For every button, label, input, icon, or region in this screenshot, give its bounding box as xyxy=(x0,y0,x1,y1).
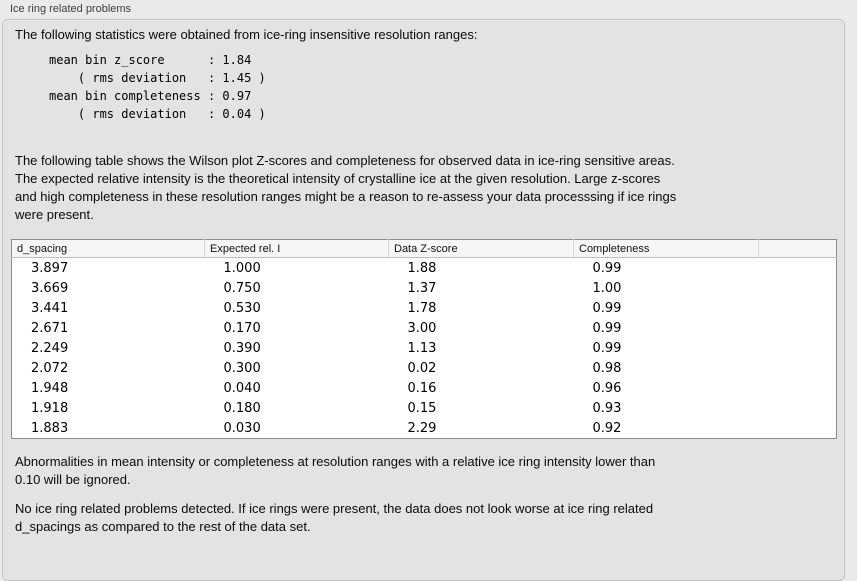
table-cell: 0.180 xyxy=(223,400,261,416)
table-cell xyxy=(759,258,837,279)
table-cell: 1.37 xyxy=(407,280,437,296)
table-cell: 0.040 xyxy=(223,380,261,396)
table-cell: 3.897 xyxy=(31,260,69,276)
table-row[interactable]: 3.669 0.750 1.37 1.00 xyxy=(12,278,837,298)
table-cell: 0.99 xyxy=(592,300,622,316)
table-row[interactable]: 3.897 1.000 1.88 0.99 xyxy=(12,258,837,279)
table-row[interactable]: 1.948 0.040 0.16 0.96 xyxy=(12,378,837,398)
ice-ring-table[interactable]: d_spacing Expected rel. I Data Z-score C… xyxy=(11,239,837,439)
table-body: 3.897 1.000 1.88 0.99 3.669 0.750 1.37 1.00 3.44… xyxy=(12,258,837,439)
column-header-completeness[interactable]: Completeness xyxy=(573,239,759,258)
table-header-row: d_spacing Expected rel. I Data Z-score C… xyxy=(11,239,837,258)
table-cell: 0.300 xyxy=(223,360,261,376)
table-cell: 1.883 xyxy=(31,420,69,436)
table-cell: 0.16 xyxy=(407,380,437,396)
stats-block: mean bin z_score : 1.84 ( rms deviation … xyxy=(49,53,266,121)
table-cell: 1.918 xyxy=(31,400,69,416)
table-cell: 0.98 xyxy=(592,360,622,376)
table-cell xyxy=(759,398,837,418)
table-cell: 1.948 xyxy=(31,380,69,396)
ice-ring-panel: { "panel": { "title": "Ice ring related … xyxy=(2,3,845,581)
column-header-data-z-score[interactable]: Data Z-score xyxy=(388,239,574,258)
column-header-expected-rel-i[interactable]: Expected rel. I xyxy=(204,239,389,258)
table-cell: 1.00 xyxy=(592,280,622,296)
table-row[interactable]: 3.441 0.530 1.78 0.99 xyxy=(12,298,837,318)
table-cell: 0.99 xyxy=(592,340,622,356)
table-row[interactable]: 1.918 0.180 0.15 0.93 xyxy=(12,398,837,418)
table-cell: 0.15 xyxy=(407,400,437,416)
conclusion-text: No ice ring related problems detected. I… xyxy=(15,501,654,534)
panel-title: Ice ring related problems xyxy=(10,3,132,15)
table-row[interactable]: 2.671 0.170 3.00 0.99 xyxy=(12,318,837,338)
table-cell xyxy=(759,358,837,378)
table-cell: 2.671 xyxy=(31,320,69,336)
ice-ring-groupbox: The following statistics were obtained f… xyxy=(2,19,845,581)
column-header-d-spacing[interactable]: d_spacing xyxy=(11,239,205,258)
table-cell: 3.441 xyxy=(31,300,69,316)
description-text: The following table shows the Wilson plo… xyxy=(15,153,677,222)
ignore-note-text: Abnormalities in mean intensity or compl… xyxy=(15,454,656,487)
table-cell xyxy=(759,278,837,298)
table-cell: 0.93 xyxy=(592,400,622,416)
table-cell: 2.249 xyxy=(31,340,69,356)
table-cell: 0.99 xyxy=(592,320,622,336)
table-cell: 0.02 xyxy=(407,360,437,376)
table-cell: 3.00 xyxy=(407,320,437,336)
table-cell: 0.390 xyxy=(223,340,261,356)
table-cell: 0.750 xyxy=(223,280,261,296)
table-cell xyxy=(759,298,837,318)
table-cell: 1.000 xyxy=(223,260,261,276)
table-cell xyxy=(759,318,837,338)
table-cell: 3.669 xyxy=(31,280,69,296)
table-cell: 0.99 xyxy=(592,260,622,276)
table-cell xyxy=(759,418,837,439)
table-row[interactable]: 1.883 0.030 2.29 0.92 xyxy=(12,418,837,439)
table-cell: 0.030 xyxy=(223,420,261,436)
intro-text: The following statistics were obtained f… xyxy=(15,27,478,42)
table-cell: 0.170 xyxy=(223,320,261,336)
table-cell: 2.29 xyxy=(407,420,437,436)
table-cell: 0.92 xyxy=(592,420,622,436)
table-cell: 2.072 xyxy=(31,360,69,376)
table-cell: 1.88 xyxy=(407,260,437,276)
table-cell xyxy=(759,338,837,358)
table-cell: 1.13 xyxy=(407,340,437,356)
table-cell: 0.530 xyxy=(223,300,261,316)
table-cell: 1.78 xyxy=(407,300,437,316)
column-header-empty xyxy=(758,239,837,258)
table-row[interactable]: 2.249 0.390 1.13 0.99 xyxy=(12,338,837,358)
table-row[interactable]: 2.072 0.300 0.02 0.98 xyxy=(12,358,837,378)
table-cell xyxy=(759,378,837,398)
table-cell: 0.96 xyxy=(592,380,622,396)
